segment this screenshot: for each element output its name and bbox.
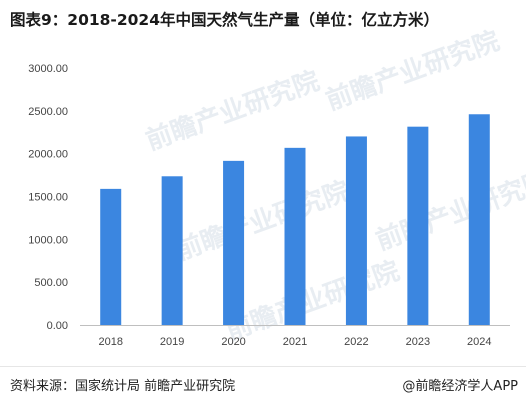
watermark-text: 前瞻产业研究院	[222, 255, 404, 346]
x-tick-label: 2023	[406, 336, 430, 348]
footer-divider	[0, 366, 526, 367]
y-tick-label: 1000.00	[28, 234, 68, 246]
watermark-text: 前瞻产业研究院	[372, 165, 526, 256]
x-axis-ticks: 2018 2019 2020 2021 2022 2023 2024	[98, 336, 491, 348]
bar-2020	[223, 160, 245, 325]
y-tick-label: 500.00	[34, 277, 68, 289]
watermark-text: 前瞻产业研究院	[142, 65, 324, 156]
x-tick-label: 2024	[467, 336, 491, 348]
x-tick-label: 2020	[221, 336, 245, 348]
bars	[100, 114, 490, 325]
y-axis-ticks: 0.00 500.00 1000.00 1500.00 2000.00 2500.00 30…	[28, 63, 68, 332]
y-tick-label: 2000.00	[28, 149, 68, 161]
bar-2019	[161, 176, 183, 325]
y-tick-label: 3000.00	[28, 63, 68, 75]
bar-2024	[468, 114, 490, 325]
bar-2022	[345, 136, 367, 325]
bar-2021	[284, 147, 306, 325]
watermark-text: 前瞻产业研究院	[172, 175, 354, 266]
y-tick-label: 2500.00	[28, 106, 68, 118]
bar-2023	[407, 126, 429, 325]
watermark-text: 前瞻产业研究院	[322, 25, 504, 116]
y-tick-label: 0.00	[47, 320, 68, 332]
x-tick-label: 2021	[283, 336, 307, 348]
bar-2018	[100, 188, 122, 325]
x-tick-label: 2019	[160, 336, 184, 348]
x-tick-label: 2022	[344, 336, 368, 348]
source-note: 资料来源：国家统计局 前瞻产业研究院	[10, 379, 236, 394]
y-tick-label: 1500.00	[28, 192, 68, 204]
credit-note: @前瞻经济学人APP	[402, 379, 518, 394]
x-tick-label: 2018	[98, 336, 122, 348]
chart-title: 图表9：2018-2024年中国天然气生产量（单位：亿立方米）	[10, 11, 439, 29]
